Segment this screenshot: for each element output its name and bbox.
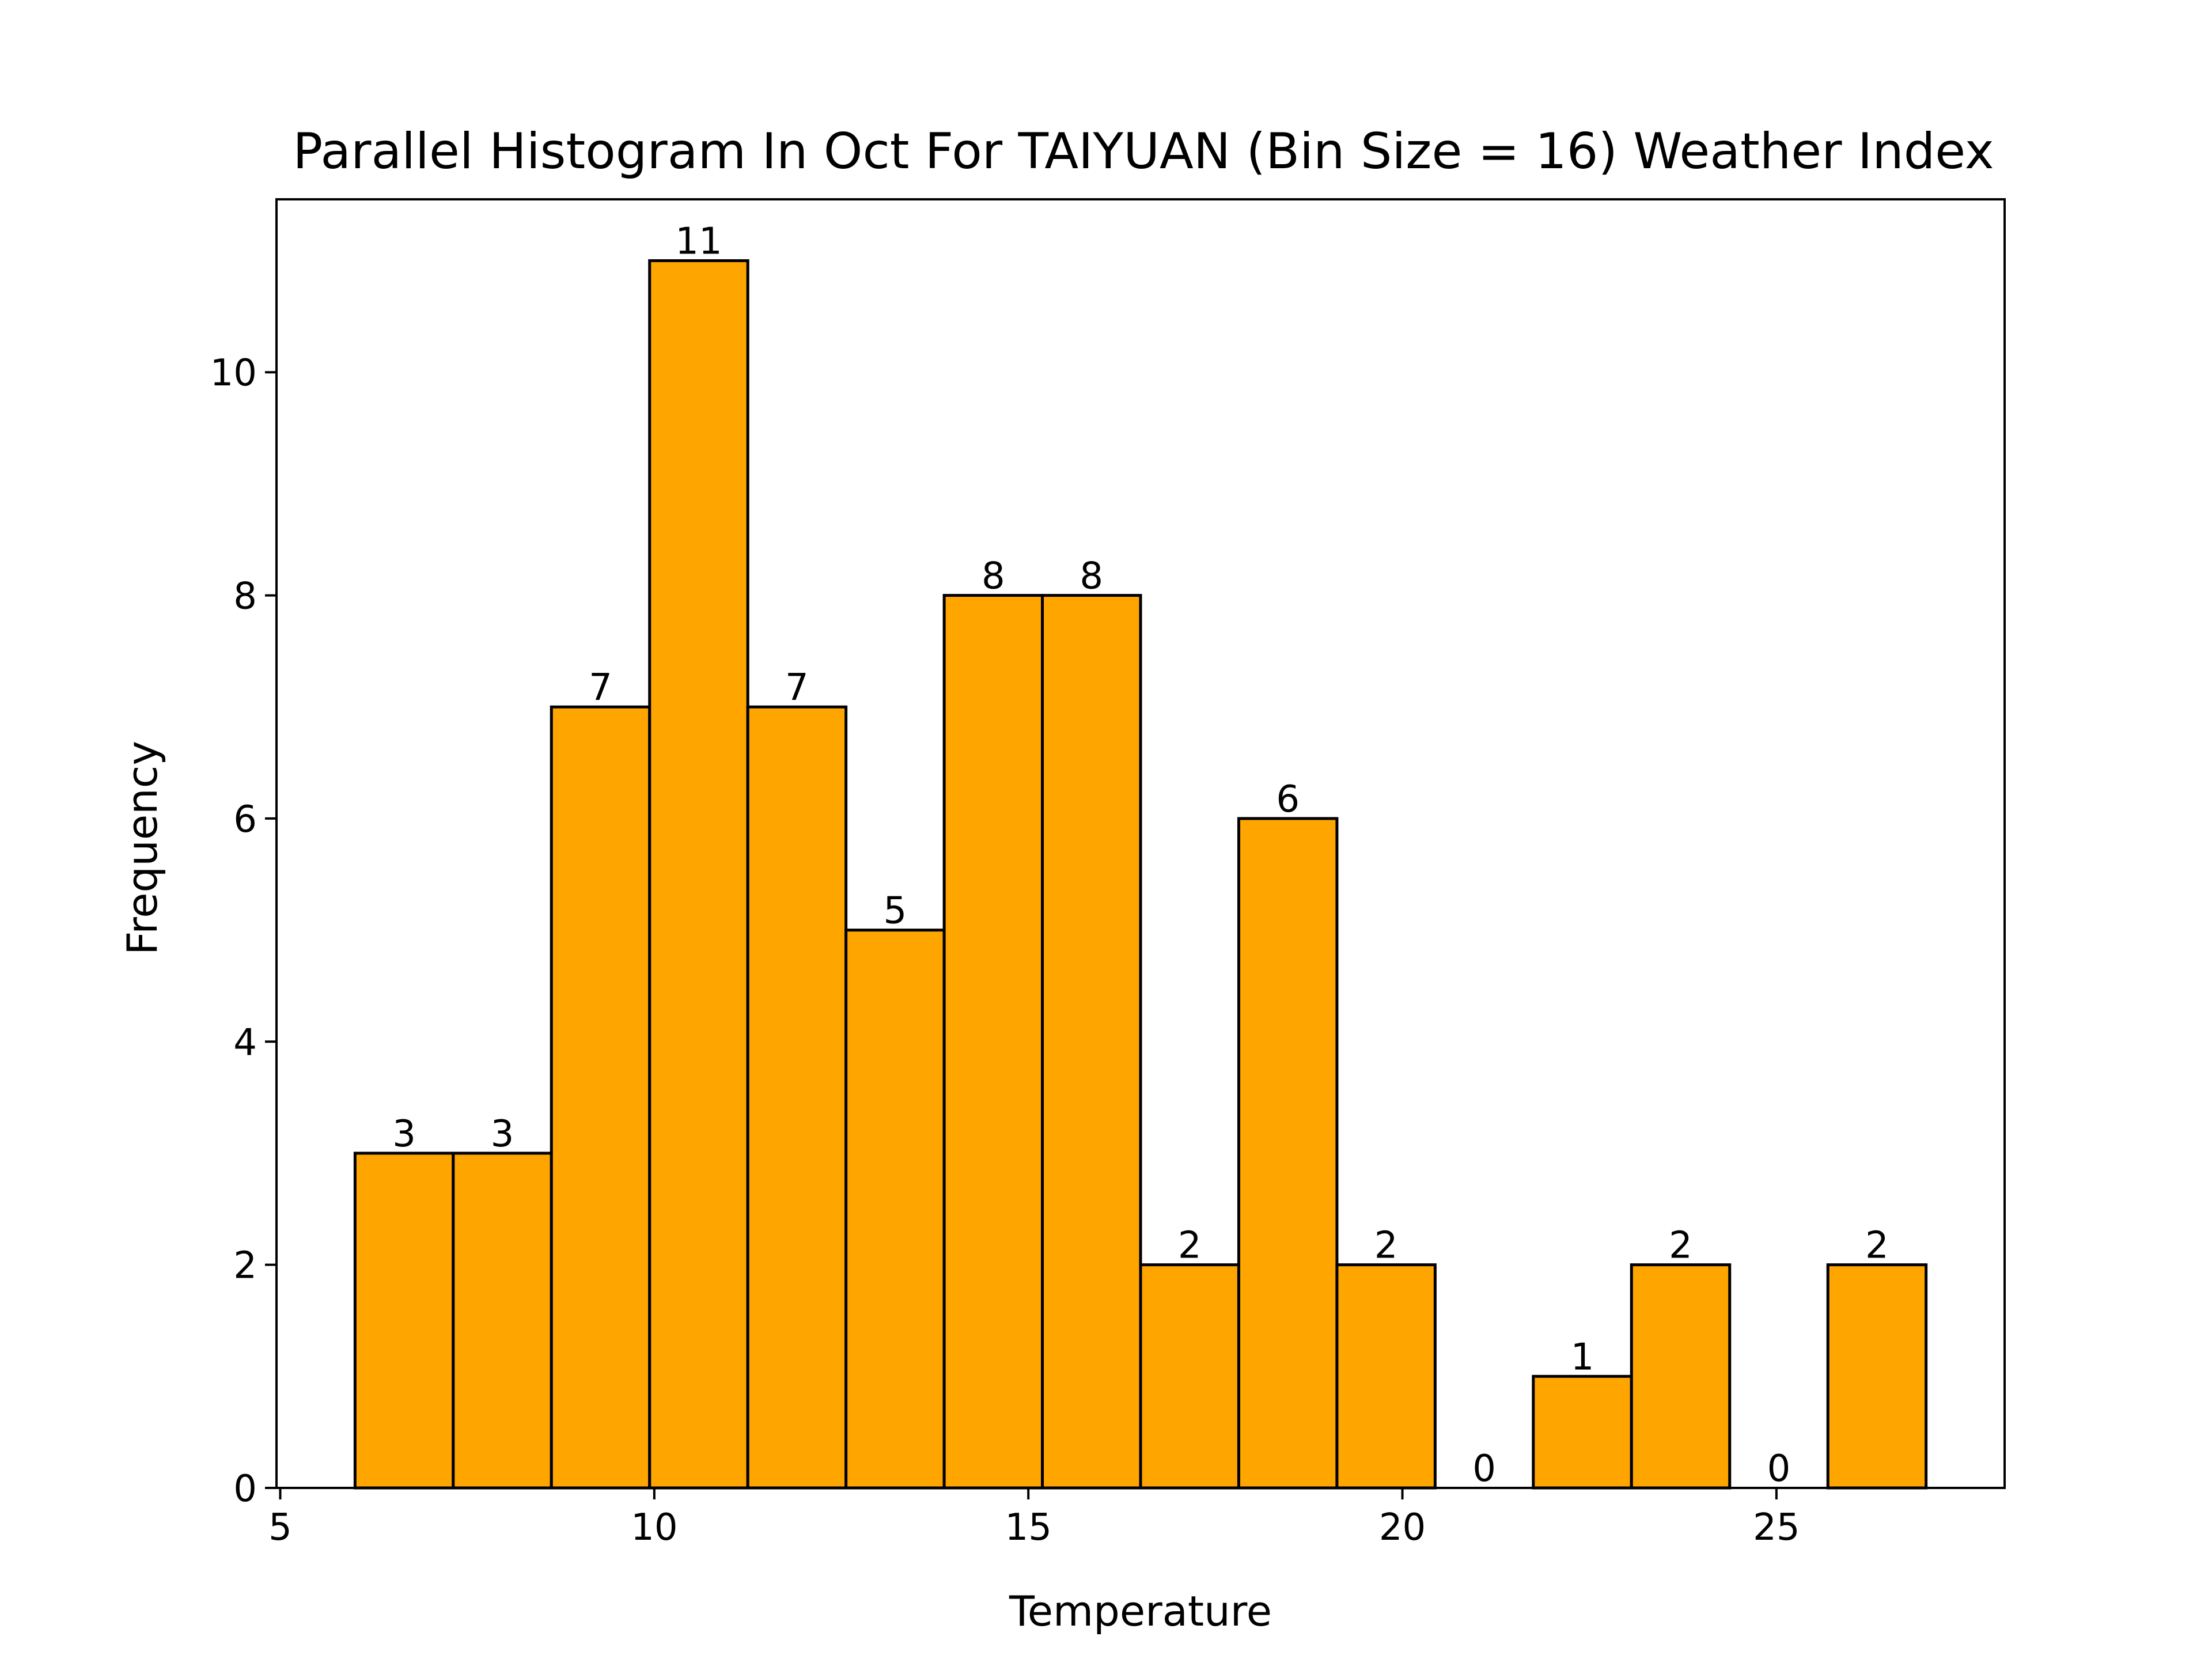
x-tick-label: 10 (631, 1506, 677, 1549)
bar-value-label: 8 (1080, 555, 1103, 598)
bar-value-label: 11 (675, 221, 722, 263)
histogram-bar (1041, 594, 1142, 1490)
x-axis-ticks: 5 10 15 20 25 (268, 1488, 1800, 1549)
bar-value-label: 3 (491, 1113, 514, 1156)
histogram-bar (844, 929, 946, 1490)
histogram-bar (353, 1152, 455, 1490)
bar-value-label: 2 (1374, 1225, 1398, 1267)
x-tick-label: 5 (268, 1506, 292, 1549)
histogram-bar (550, 705, 652, 1490)
bar-value-label: 5 (884, 890, 907, 933)
y-tick-label: 4 (233, 1021, 257, 1064)
chart-title: Parallel Histogram In Oct For TAIYUAN (B… (293, 123, 1994, 180)
y-tick-label: 2 (233, 1245, 257, 1287)
bar-value-label: 7 (785, 666, 809, 709)
x-tick-label: 20 (1379, 1506, 1426, 1549)
histogram-bar (452, 1152, 553, 1490)
y-axis-label: Frequency (118, 741, 166, 955)
y-tick-label: 0 (233, 1468, 257, 1510)
histogram-bar (1335, 1263, 1437, 1490)
histogram-bar (1139, 1263, 1240, 1490)
y-axis-ticks: 0 2 4 6 8 10 (210, 352, 276, 1510)
histogram-bar (942, 594, 1044, 1490)
bar-value-label: 6 (1276, 778, 1300, 821)
bar-value-label: 3 (392, 1113, 416, 1156)
histogram-bar (648, 259, 749, 1490)
bar-value-label: 8 (982, 555, 1005, 598)
histogram-bar (1630, 1263, 1732, 1490)
x-tick-label: 25 (1753, 1506, 1800, 1549)
bar-value-label: 0 (1472, 1448, 1496, 1490)
bar-value-label: 2 (1178, 1225, 1202, 1267)
bar-value-label: 2 (1669, 1225, 1692, 1267)
histogram-bar (1532, 1374, 1633, 1490)
x-axis-label: Temperature (1009, 1587, 1272, 1635)
x-tick-label: 15 (1005, 1506, 1051, 1549)
bar-labels-group: 3 3 7 11 7 5 8 8 2 6 2 0 1 2 0 2 (392, 221, 1889, 1490)
bar-value-label: 1 (1571, 1336, 1594, 1378)
bar-value-label: 2 (1865, 1225, 1889, 1267)
bar-value-label: 0 (1767, 1448, 1791, 1490)
bars-group (353, 259, 1928, 1490)
y-tick-label: 8 (233, 575, 257, 618)
y-tick-label: 10 (210, 352, 257, 395)
y-tick-label: 6 (233, 798, 257, 841)
histogram-bar (1826, 1263, 1928, 1490)
histogram-bar (1237, 817, 1339, 1490)
bar-value-label: 7 (589, 666, 612, 709)
histogram-bar (746, 705, 848, 1490)
plot-area-frame (275, 198, 2006, 1489)
